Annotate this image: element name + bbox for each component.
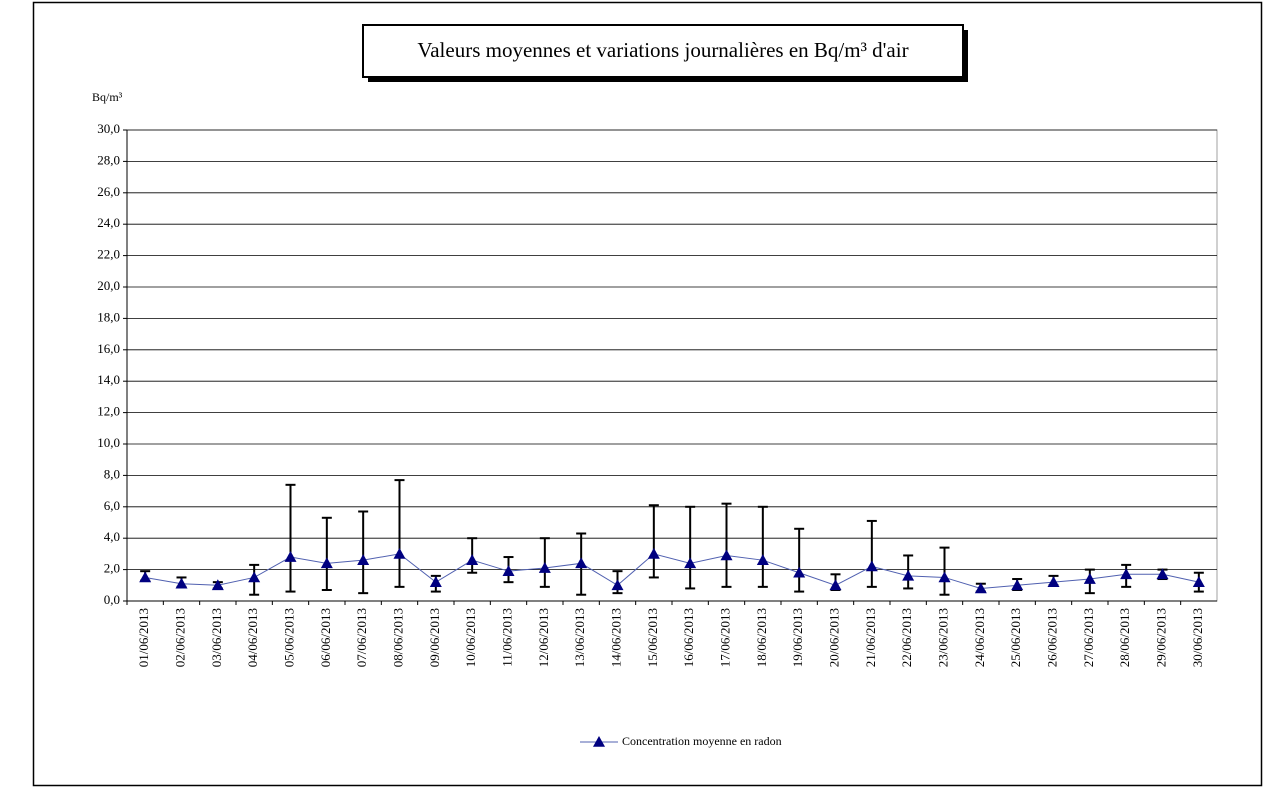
x-tick-label: 05/06/2013	[281, 608, 296, 667]
x-tick-label: 11/06/2013	[499, 608, 514, 667]
data-point	[1156, 568, 1169, 580]
x-tick-label: 26/06/2013	[1044, 608, 1059, 667]
x-tick-label: 19/06/2013	[790, 608, 805, 667]
y-tick-label: 6,0	[104, 498, 120, 513]
x-tick-label: 27/06/2013	[1081, 608, 1096, 667]
y-tick-label: 10,0	[97, 435, 120, 450]
data-point	[829, 579, 842, 591]
y-tick-label: 24,0	[97, 215, 120, 230]
data-point	[1047, 576, 1060, 587]
data-point	[865, 560, 878, 572]
data-point	[684, 557, 697, 569]
y-tick-label: 0,0	[104, 592, 120, 607]
data-point	[357, 554, 370, 565]
data-point	[284, 551, 297, 562]
data-point	[756, 554, 769, 565]
data-point	[175, 577, 188, 589]
x-tick-label: 30/06/2013	[1190, 608, 1205, 667]
y-tick-label: 18,0	[97, 309, 120, 324]
title-box	[362, 24, 964, 78]
x-tick-label: 08/06/2013	[390, 608, 405, 667]
data-point	[1083, 573, 1096, 584]
series-line	[145, 553, 1199, 589]
y-tick-label: 4,0	[104, 529, 120, 544]
y-tick-label: 16,0	[97, 341, 120, 356]
data-point	[139, 571, 152, 583]
data-point	[938, 571, 951, 583]
x-tick-label: 01/06/2013	[136, 608, 151, 667]
data-point	[974, 582, 987, 594]
x-tick-label: 22/06/2013	[899, 608, 914, 667]
y-tick-label: 22,0	[97, 247, 120, 262]
data-point	[1011, 579, 1024, 591]
x-tick-label: 17/06/2013	[717, 608, 732, 667]
y-tick-label: 2,0	[104, 561, 120, 576]
chart-title: Valeurs moyennes et variations journaliè…	[417, 38, 908, 62]
data-point	[1120, 568, 1133, 580]
x-tick-label: 10/06/2013	[463, 608, 478, 667]
data-point	[466, 554, 479, 565]
x-tick-label: 23/06/2013	[935, 608, 950, 667]
data-point	[429, 576, 442, 587]
x-tick-label: 29/06/2013	[1153, 608, 1168, 667]
x-tick-label: 04/06/2013	[245, 608, 260, 667]
x-tick-label: 14/06/2013	[608, 608, 623, 667]
x-tick-label: 12/06/2013	[536, 608, 551, 667]
x-tick-label: 02/06/2013	[172, 608, 187, 667]
y-tick-label: 30,0	[97, 121, 120, 136]
x-tick-label: 24/06/2013	[972, 608, 987, 667]
data-point	[902, 569, 915, 581]
y-tick-label: 28,0	[97, 152, 120, 167]
x-tick-label: 18/06/2013	[754, 608, 769, 667]
x-tick-label: 16/06/2013	[681, 608, 696, 667]
legend-label: Concentration moyenne en radon	[622, 734, 782, 748]
x-tick-label: 09/06/2013	[427, 608, 442, 667]
data-point	[211, 579, 224, 591]
data-point	[1192, 576, 1205, 587]
data-point	[647, 547, 660, 559]
y-tick-label: 8,0	[104, 466, 120, 481]
x-tick-label: 03/06/2013	[209, 608, 224, 667]
y-tick-label: 20,0	[97, 278, 120, 293]
data-point	[575, 557, 588, 569]
data-point	[248, 571, 261, 583]
data-point	[320, 557, 333, 569]
x-tick-label: 06/06/2013	[318, 608, 333, 667]
data-point	[393, 547, 406, 559]
data-point	[611, 579, 624, 591]
y-axis-label: Bq/m³	[92, 90, 123, 104]
x-tick-label: 20/06/2013	[826, 608, 841, 667]
x-tick-label: 13/06/2013	[572, 608, 587, 667]
y-tick-label: 14,0	[97, 372, 120, 387]
x-tick-label: 28/06/2013	[1117, 608, 1132, 667]
data-point	[720, 549, 733, 561]
x-tick-label: 15/06/2013	[645, 608, 660, 667]
x-tick-label: 21/06/2013	[863, 608, 878, 667]
legend-marker	[593, 736, 605, 747]
data-point	[793, 566, 806, 578]
data-point	[538, 562, 551, 573]
x-tick-label: 25/06/2013	[1008, 608, 1023, 667]
chart-frame	[32, 1, 1263, 787]
data-point	[502, 565, 515, 576]
y-tick-label: 12,0	[97, 404, 120, 419]
x-tick-label: 07/06/2013	[354, 608, 369, 667]
y-tick-label: 26,0	[97, 184, 120, 199]
